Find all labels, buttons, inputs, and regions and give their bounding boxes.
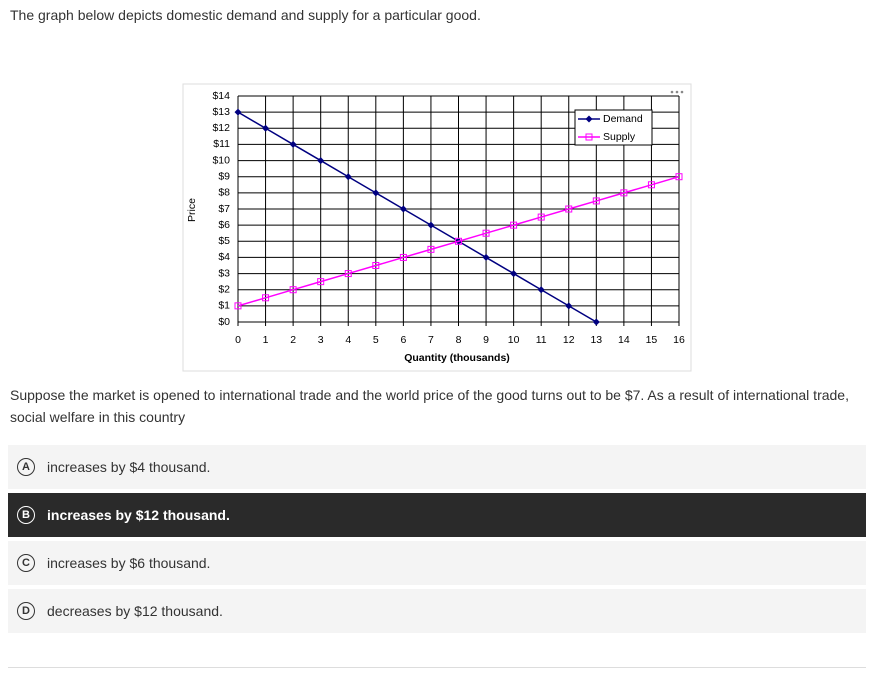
y-tick-label: $5	[218, 235, 230, 247]
x-tick-label: 0	[235, 334, 241, 346]
legend-label: Demand	[603, 113, 643, 125]
y-tick-label: $0	[218, 316, 230, 328]
point	[620, 189, 628, 197]
y-tick-label: $7	[218, 203, 230, 215]
x-tick-label: 7	[428, 334, 434, 346]
option-letter: C	[17, 554, 35, 572]
x-tick-label: 3	[318, 334, 324, 346]
point	[592, 318, 600, 326]
option-letter: D	[17, 602, 35, 620]
point	[427, 221, 435, 229]
x-tick-label: 1	[263, 334, 269, 346]
y-tick-label: $12	[212, 122, 230, 134]
x-tick-label: 5	[373, 334, 379, 346]
intro-text: The graph below depicts domestic demand …	[10, 7, 481, 23]
y-axis-label: Price	[186, 198, 198, 222]
point	[289, 140, 297, 148]
option-letter: A	[17, 458, 35, 476]
point	[399, 205, 407, 213]
divider	[8, 667, 866, 668]
y-tick-label: $2	[218, 283, 230, 295]
x-tick-label: 13	[590, 334, 602, 346]
point	[592, 197, 600, 205]
point	[675, 173, 683, 181]
x-tick-label: 15	[646, 334, 658, 346]
legend-marker	[585, 133, 593, 141]
point	[537, 286, 545, 294]
series-line	[237, 111, 597, 323]
y-tick-label: $10	[212, 154, 230, 166]
point	[427, 245, 435, 253]
y-tick-label: $13	[212, 106, 230, 118]
point	[289, 286, 297, 294]
x-tick-label: 16	[673, 334, 685, 346]
point	[565, 302, 573, 310]
y-tick-label: $11	[213, 138, 230, 150]
x-tick-label: 10	[508, 334, 520, 346]
point	[317, 278, 325, 286]
point	[510, 270, 518, 278]
point	[510, 221, 518, 229]
option-text: increases by $4 thousand.	[47, 459, 211, 475]
y-tick-label: $14	[212, 90, 230, 102]
point	[482, 229, 490, 237]
option-text: increases by $12 thousand.	[47, 507, 230, 523]
x-tick-label: 11	[536, 334, 547, 346]
point	[234, 108, 242, 116]
point	[317, 157, 325, 165]
y-tick-label: $9	[218, 170, 230, 182]
x-tick-label: 6	[400, 334, 406, 346]
x-tick-label: 14	[618, 334, 630, 346]
point	[372, 189, 380, 197]
y-tick-label: $8	[218, 187, 230, 199]
option-text: increases by $6 thousand.	[47, 555, 211, 571]
point	[344, 270, 352, 278]
point	[537, 213, 545, 221]
legend-marker	[585, 115, 593, 123]
option-text: decreases by $12 thousand.	[47, 603, 223, 619]
point	[399, 253, 407, 261]
y-tick-label: $3	[218, 267, 230, 279]
more-icon	[670, 90, 684, 94]
point	[647, 181, 655, 189]
x-tick-label: 9	[483, 334, 489, 346]
point	[372, 262, 380, 269]
x-axis-label: Quantity (thousands)	[404, 352, 510, 364]
x-tick-label: 2	[290, 334, 296, 346]
y-tick-label: $4	[218, 251, 230, 263]
point	[455, 237, 462, 245]
question-text: Suppose the market is opened to internat…	[10, 387, 849, 425]
point	[234, 302, 242, 310]
legend-label: Supply	[603, 131, 636, 143]
point	[262, 124, 270, 132]
point	[565, 205, 573, 213]
option-letter: B	[17, 506, 35, 524]
point	[344, 173, 352, 181]
legend-box	[574, 109, 653, 146]
y-tick-label: $1	[218, 300, 230, 312]
x-tick-label: 8	[456, 334, 462, 346]
x-tick-label: 4	[345, 334, 351, 346]
y-tick-label: $6	[218, 219, 230, 231]
chart: Quantity (thousands) Price $0 $1 $2 $3 $4 $5 $…	[182, 83, 692, 372]
series-line	[237, 175, 680, 307]
point	[482, 253, 490, 261]
point	[262, 294, 270, 302]
x-tick-label: 12	[563, 334, 575, 346]
